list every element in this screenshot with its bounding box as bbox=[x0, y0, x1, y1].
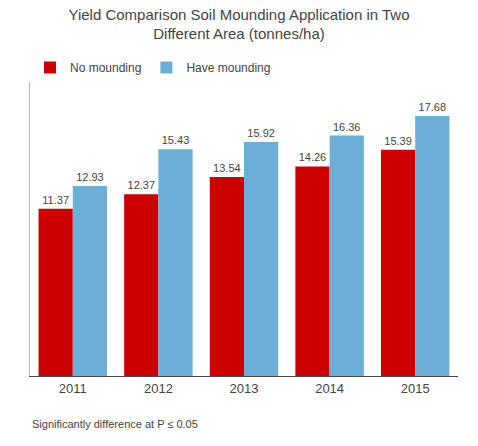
svg-text:Yield Comparison Soil Mounding: Yield Comparison Soil Mounding Applicati… bbox=[68, 6, 409, 43]
svg-text:2014: 2014 bbox=[315, 381, 344, 396]
svg-text:2012: 2012 bbox=[144, 381, 173, 396]
svg-text:17.68: 17.68 bbox=[419, 101, 447, 113]
svg-text:15.39: 15.39 bbox=[384, 135, 412, 147]
svg-text:Significantly difference at P: Significantly difference at P ≤ 0.05 bbox=[32, 418, 198, 430]
svg-text:15.43: 15.43 bbox=[162, 134, 190, 146]
svg-text:15.92: 15.92 bbox=[247, 127, 275, 139]
svg-text:2015: 2015 bbox=[401, 381, 430, 396]
svg-text:12.93: 12.93 bbox=[76, 171, 104, 183]
svg-text:2013: 2013 bbox=[230, 381, 259, 396]
svg-text:12.37: 12.37 bbox=[128, 179, 156, 191]
svg-text:13.54: 13.54 bbox=[213, 162, 241, 174]
svg-text:16.36: 16.36 bbox=[333, 121, 361, 133]
svg-text:Have mounding: Have mounding bbox=[186, 61, 270, 75]
svg-text:14.26: 14.26 bbox=[299, 151, 327, 163]
svg-text:2011: 2011 bbox=[59, 381, 87, 396]
svg-text:No mounding: No mounding bbox=[70, 61, 141, 75]
svg-text:11.37: 11.37 bbox=[42, 194, 69, 206]
